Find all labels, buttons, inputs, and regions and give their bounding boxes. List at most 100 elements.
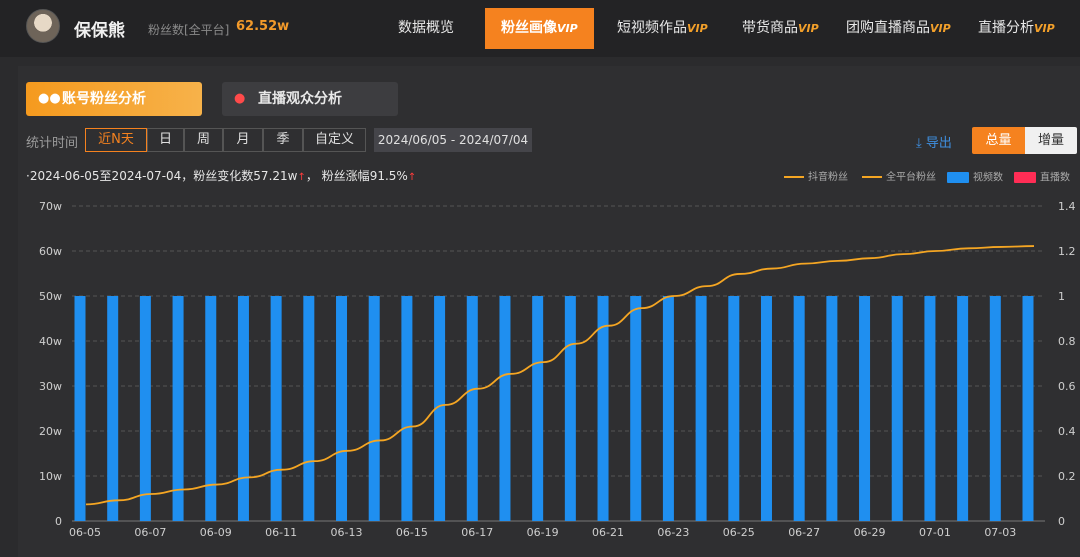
y-right-tick-label: 0.6 bbox=[1058, 380, 1076, 393]
bar-video-count bbox=[859, 296, 871, 521]
bar-video-count bbox=[597, 296, 609, 521]
bar-video-count bbox=[401, 296, 413, 521]
tab-fan-profile[interactable]: 粉丝画像VIP bbox=[485, 8, 594, 49]
fans-growth-value: 91.5% bbox=[369, 169, 408, 183]
bar-video-count bbox=[139, 296, 151, 521]
filter-month[interactable]: 月 bbox=[223, 128, 263, 152]
x-tick-label: 06-15 bbox=[396, 526, 428, 539]
legend-video[interactable]: 视频数 bbox=[947, 172, 1003, 184]
account-name: 保保熊 bbox=[74, 21, 125, 41]
y-left-tick-label: 60w bbox=[39, 245, 62, 258]
bar-video-count bbox=[499, 296, 511, 521]
filter-quarter[interactable]: 季 bbox=[263, 128, 303, 152]
x-tick-label: 06-05 bbox=[69, 526, 101, 539]
fans-chart: 0 10w 20w 30w 40w 50w 60w 70w 0 0.2 0.4 0.6 0.8 1 1.2 1… bbox=[39, 200, 1076, 539]
tab-live-analysis[interactable]: 直播分析VIP bbox=[978, 20, 1055, 36]
bar-video-count bbox=[662, 296, 674, 521]
y-right-tick-label: 0.8 bbox=[1058, 335, 1076, 348]
bar-video-count bbox=[564, 296, 576, 521]
vip-badge: VIP bbox=[798, 22, 819, 35]
x-tick-label: 06-27 bbox=[788, 526, 820, 539]
y-right-tick-label: 1.2 bbox=[1058, 245, 1076, 258]
y-right-tick-label: 0 bbox=[1058, 515, 1065, 528]
y-left-tick-label: 70w bbox=[39, 200, 62, 213]
vip-badge: VIP bbox=[557, 22, 578, 35]
summary-text: ·2024-06-05至2024-07-04，粉丝变化数57.21w↑， 粉丝涨… bbox=[26, 169, 417, 183]
filter-recent-n-days[interactable]: 近N天 bbox=[85, 128, 147, 152]
x-tick-label: 06-23 bbox=[657, 526, 689, 539]
person-icon: ● bbox=[234, 91, 246, 106]
avatar[interactable] bbox=[26, 9, 60, 43]
bar-video-count bbox=[172, 296, 184, 521]
y-right-tick-label: 0.2 bbox=[1058, 470, 1076, 483]
filter-custom[interactable]: 自定义 bbox=[303, 128, 366, 152]
bar-video-count bbox=[728, 296, 740, 521]
y-left-tick-label: 40w bbox=[39, 335, 62, 348]
y-left-tick-label: 0 bbox=[55, 515, 62, 528]
bar-video-count bbox=[826, 296, 838, 521]
line-douyin-fans bbox=[85, 245, 1035, 506]
bar-video-count bbox=[924, 296, 936, 521]
x-tick-label: 07-03 bbox=[984, 526, 1016, 539]
people-icon: ●● bbox=[38, 91, 61, 106]
total-toggle[interactable]: 总量 bbox=[972, 127, 1025, 154]
legend-douyin[interactable]: 抖音粉丝 bbox=[784, 172, 848, 184]
bar-video-count bbox=[891, 296, 903, 521]
x-tick-label: 06-11 bbox=[265, 526, 297, 539]
up-arrow-icon: ↑ bbox=[407, 172, 417, 183]
bar-video-count bbox=[1022, 296, 1034, 521]
bar-video-count bbox=[336, 296, 348, 521]
filter-week[interactable]: 周 bbox=[184, 128, 223, 152]
bar-video-count bbox=[793, 296, 805, 521]
x-tick-label: 06-21 bbox=[592, 526, 624, 539]
x-tick-label: 07-01 bbox=[919, 526, 951, 539]
filter-day[interactable]: 日 bbox=[147, 128, 184, 152]
vip-badge: VIP bbox=[687, 22, 708, 35]
time-range-label: 统计时间 bbox=[26, 136, 79, 151]
bar-video-count bbox=[368, 296, 380, 521]
y-right-tick-label: 1.4 bbox=[1058, 200, 1076, 213]
bar-video-count bbox=[205, 296, 217, 521]
bar-video-count bbox=[107, 296, 119, 521]
date-range-picker[interactable]: 2024/06/05 - 2024/07/04 bbox=[374, 128, 532, 152]
x-tick-label: 06-17 bbox=[461, 526, 493, 539]
increment-toggle[interactable]: 增量 bbox=[1025, 127, 1077, 154]
fans-count-value: 62.52w bbox=[236, 19, 290, 34]
vip-badge: VIP bbox=[930, 22, 951, 35]
y-right-tick-label: 1 bbox=[1058, 290, 1065, 303]
download-icon: ⤓ bbox=[916, 136, 922, 151]
bar-video-count bbox=[303, 296, 315, 521]
tab-live-audience[interactable]: ● 直播观众分析 bbox=[222, 82, 398, 116]
bar-video-count bbox=[270, 296, 282, 521]
bar-video-count bbox=[532, 296, 544, 521]
tab-short-video[interactable]: 短视频作品VIP bbox=[617, 20, 708, 36]
bar-video-count bbox=[74, 296, 86, 521]
x-tick-label: 06-07 bbox=[134, 526, 166, 539]
x-tick-label: 06-19 bbox=[527, 526, 559, 539]
x-tick-label: 06-09 bbox=[200, 526, 232, 539]
bar-video-count bbox=[466, 296, 478, 521]
x-tick-label: 06-25 bbox=[723, 526, 755, 539]
vip-badge: VIP bbox=[1034, 22, 1055, 35]
bar-video-count bbox=[695, 296, 707, 521]
up-arrow-icon: ↑ bbox=[297, 172, 306, 183]
fans-count-label: 粉丝数[全平台] bbox=[148, 23, 230, 37]
x-tick-label: 06-13 bbox=[331, 526, 363, 539]
bar-video-count bbox=[957, 296, 969, 521]
bar-video-count bbox=[237, 296, 249, 521]
bar-video-count bbox=[434, 296, 446, 521]
tab-products[interactable]: 带货商品VIP bbox=[742, 20, 819, 36]
x-tick-label: 06-29 bbox=[854, 526, 886, 539]
y-left-tick-label: 10w bbox=[39, 470, 62, 483]
bar-video-count bbox=[630, 296, 642, 521]
tab-group-live-products[interactable]: 团购直播商品VIP bbox=[846, 20, 951, 36]
export-button[interactable]: ⤓ 导出 bbox=[916, 136, 952, 151]
tab-account-fans[interactable]: ●● 账号粉丝分析 bbox=[26, 82, 202, 116]
y-left-tick-label: 30w bbox=[39, 380, 62, 393]
legend-all-platform[interactable]: 全平台粉丝 bbox=[862, 172, 936, 184]
legend-live[interactable]: 直播数 bbox=[1014, 172, 1070, 184]
bar-video-count bbox=[760, 296, 772, 521]
tab-data-overview[interactable]: 数据概览 bbox=[398, 20, 454, 36]
y-right-tick-label: 0.4 bbox=[1058, 425, 1076, 438]
y-left-tick-label: 50w bbox=[39, 290, 62, 303]
